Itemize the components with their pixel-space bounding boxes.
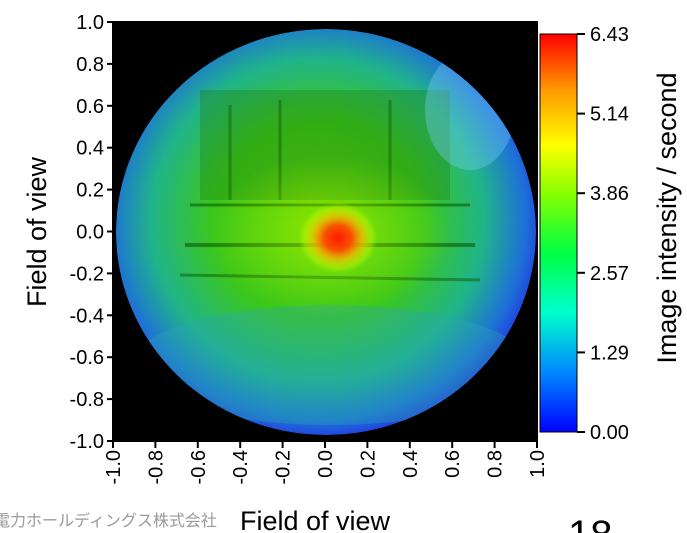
y-tick-label: 0.0 [76, 222, 104, 244]
x-tick-label: 0.0 [315, 450, 337, 478]
x-tick-label: 0.4 [400, 450, 422, 478]
y-tick-label: 0.6 [76, 96, 104, 118]
colorbar-tick-label: 0.00 [590, 422, 629, 444]
colorbar-tick-label: 5.14 [590, 104, 629, 126]
y-tick-label: -0.4 [70, 305, 104, 327]
y-tick-label: 0.2 [76, 180, 104, 202]
colorbar [539, 33, 578, 433]
colorbar-tick-label: 2.57 [590, 263, 629, 285]
y-tick-label: -0.6 [70, 347, 104, 369]
colorbar-tick-label: 1.29 [590, 342, 629, 364]
y-tick-label: -0.2 [70, 263, 104, 285]
y-axis-title: Field of view [22, 156, 52, 307]
x-tick-label: -1.0 [103, 450, 125, 484]
x-axis: -1.0 -0.8 -0.6 -0.4 -0.2 0.0 0.2 0.4 0.6 0.8 1.0 [103, 441, 549, 484]
page-number: 18 [568, 513, 613, 533]
colorbar-ticks: 6.43 5.14 3.86 2.57 1.29 0.00 [577, 24, 629, 444]
colorbar-tick-label: 3.86 [590, 183, 629, 205]
x-tick-label: -0.8 [145, 450, 167, 484]
footer-company: 電力ホールディングス株式会社 [0, 511, 217, 530]
x-tick-label: 1.0 [527, 450, 549, 478]
x-tick-label: 0.6 [442, 450, 464, 478]
colorbar-tick-label: 6.43 [590, 24, 629, 46]
y-tick-label: 0.4 [76, 138, 104, 160]
field-of-view-disc [116, 29, 536, 435]
x-tick-label: -0.6 [188, 450, 210, 484]
y-tick-label: -1.0 [70, 431, 104, 453]
x-tick-label: -0.2 [273, 450, 295, 484]
x-tick-label: -0.4 [230, 450, 252, 484]
y-axis: 1.0 0.8 0.6 0.4 0.2 0.0 -0.2 -0.4 -0.6 -0.8 -1.0 [70, 12, 113, 453]
y-tick-label: 0.8 [76, 54, 104, 76]
hotspot [298, 202, 378, 274]
x-tick-label: 0.8 [485, 450, 507, 478]
x-axis-title: Field of view [240, 506, 391, 533]
x-tick-label: 0.2 [357, 450, 379, 478]
y-tick-label: 1.0 [76, 12, 104, 34]
y-tick-label: -0.8 [70, 389, 104, 411]
colorbar-title: Image intensity / second [652, 72, 682, 363]
